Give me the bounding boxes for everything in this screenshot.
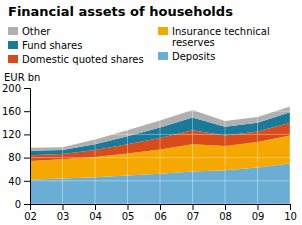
x-tick-label: 04 [89, 211, 102, 222]
legend-label-line: Fund shares [22, 40, 82, 51]
legend-label: Deposits [172, 51, 215, 62]
x-tick-mark [258, 204, 259, 210]
grid-line-x [95, 88, 96, 204]
legend-label-line: Domestic quoted shares [22, 54, 144, 65]
x-tick-label: 07 [187, 211, 200, 222]
y-tick-label: 80 [8, 152, 21, 163]
x-tick: 08 [219, 204, 232, 222]
x-tick: 04 [89, 204, 102, 222]
grid-line-x [225, 88, 226, 204]
x-tick-label: 03 [57, 211, 70, 222]
grid [30, 88, 290, 204]
y-tick: 40 [8, 176, 30, 187]
legend-label-line: reserves [172, 37, 215, 48]
legend-swatch [158, 27, 168, 35]
legend-swatch [8, 41, 18, 49]
legend-label: Other [22, 26, 51, 37]
x-tick-label: 09 [252, 211, 265, 222]
x-tick: 05 [122, 204, 135, 222]
x-tick: 07 [187, 204, 200, 222]
x-tick-mark [225, 204, 226, 210]
x-tick-label: 10 [284, 211, 297, 222]
legend-swatch [8, 55, 18, 63]
y-axis: 0 40 80 120 160 200 [2, 83, 31, 210]
grid-line-x [62, 88, 63, 204]
grid-line-x [127, 88, 128, 204]
grid-line-x [192, 88, 193, 204]
legend-item: Domestic quoted shares [8, 54, 144, 65]
legend-label: Fund shares [22, 40, 82, 51]
y-tick: 80 [8, 152, 30, 163]
legend-label-line: Insurance technical [172, 26, 270, 37]
legend: Other Fund shares Domestic quoted shares In… [8, 26, 270, 65]
y-tick-mark [24, 181, 30, 182]
y-tick-mark [24, 111, 30, 112]
legend-label-line: Other [22, 26, 51, 37]
x-tick-label: 05 [122, 211, 135, 222]
legend-label-line: Deposits [172, 51, 215, 62]
grid-line-x [290, 88, 291, 204]
y-axis-line [24, 89, 31, 205]
grid-line-x [160, 88, 161, 204]
y-tick-label: 0 [15, 199, 21, 210]
x-tick-mark [95, 204, 96, 210]
y-tick-label: 120 [2, 129, 21, 140]
x-tick: 06 [154, 204, 167, 222]
x-tick-mark [160, 204, 161, 210]
x-tick-mark [290, 204, 291, 210]
x-axis: 02 03 04 05 06 07 08 09 10 [24, 204, 297, 222]
chart: Financial assets of households Other Fund … [0, 0, 302, 225]
legend-swatch [158, 52, 168, 60]
y-axis-label: EUR bn [4, 72, 40, 83]
y-tick-mark [24, 134, 30, 135]
x-axis-line [31, 205, 291, 211]
x-tick: 09 [252, 204, 265, 222]
legend-label: Insurance technicalreserves [172, 26, 270, 48]
y-tick-label: 40 [8, 176, 21, 187]
x-tick-label: 08 [219, 211, 232, 222]
x-tick: 03 [57, 204, 70, 222]
legend-item: Insurance technicalreserves [158, 26, 270, 48]
legend-item: Fund shares [8, 40, 82, 51]
x-tick-label: 02 [24, 211, 37, 222]
y-tick-mark [24, 88, 30, 89]
legend-item: Deposits [158, 51, 215, 62]
x-tick: 02 [24, 204, 37, 222]
x-tick: 10 [284, 204, 297, 222]
x-tick-label: 06 [154, 211, 167, 222]
legend-label: Domestic quoted shares [22, 54, 144, 65]
y-tick: 0 [15, 199, 30, 210]
y-tick: 120 [2, 129, 30, 140]
y-tick-label: 160 [2, 106, 21, 117]
y-tick: 160 [2, 106, 30, 117]
y-tick-mark [24, 204, 30, 205]
x-tick-mark [128, 204, 129, 210]
legend-swatch [8, 27, 18, 35]
grid-line-x [257, 88, 258, 204]
x-tick-mark [193, 204, 194, 210]
legend-item: Other [8, 26, 51, 37]
title: Financial assets of households [8, 4, 233, 19]
x-tick-mark [63, 204, 64, 210]
y-tick: 200 [2, 83, 30, 94]
y-tick-mark [24, 158, 30, 159]
y-tick-label: 200 [2, 83, 21, 94]
